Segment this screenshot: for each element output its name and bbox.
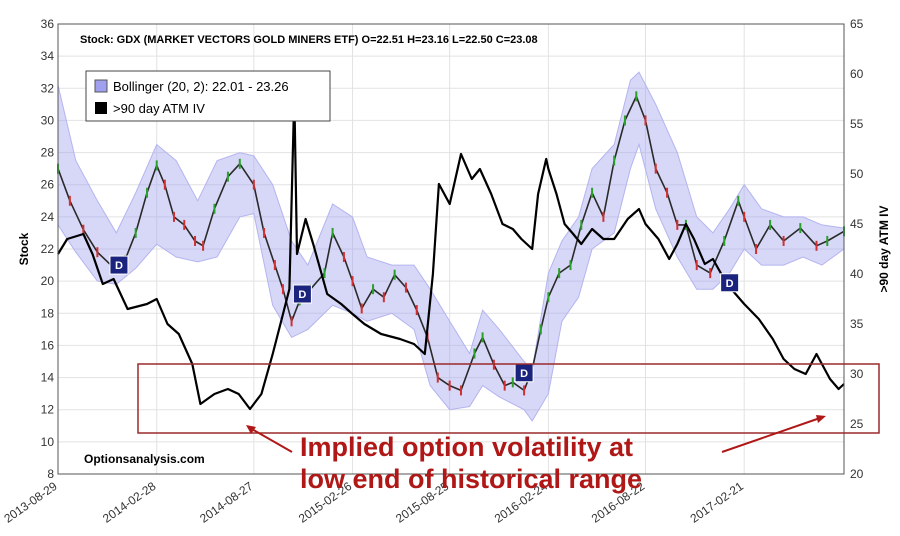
x-tick-label: 2017-02-21 bbox=[688, 479, 747, 526]
annotation-arrowhead-left bbox=[246, 425, 256, 434]
y-tick-label: 18 bbox=[41, 306, 55, 320]
iv-layer bbox=[57, 92, 845, 411]
annotation-box bbox=[137, 363, 880, 434]
price-line bbox=[57, 95, 845, 392]
y-tick-label: 14 bbox=[41, 371, 55, 385]
event-marker bbox=[109, 255, 129, 275]
y-tick-label: 24 bbox=[41, 210, 55, 224]
legend-label-bollinger: Bollinger (20, 2): 22.01 - 23.26 bbox=[113, 79, 289, 94]
annotation-arrow-right bbox=[721, 417, 821, 453]
y2-tick-label: 30 bbox=[850, 367, 864, 381]
y-tick-label: 12 bbox=[41, 403, 55, 417]
event-marker-label: D bbox=[520, 368, 528, 380]
y2-tick-label: 65 bbox=[850, 17, 864, 31]
annotation-arrowhead-right bbox=[816, 415, 826, 423]
legend-swatch-iv bbox=[95, 102, 107, 114]
y-tick-label: 32 bbox=[41, 81, 55, 95]
event-marker bbox=[720, 273, 740, 293]
y-tick-label: 20 bbox=[41, 274, 55, 288]
y-tick-label: 8 bbox=[47, 467, 54, 481]
y2-tick-label: 25 bbox=[850, 417, 864, 431]
markers-layer: D D D D bbox=[109, 255, 740, 383]
y2-tick-label: 40 bbox=[850, 267, 864, 281]
watermark: Optionsanalysis.com bbox=[84, 452, 205, 466]
y2-tick-label: 55 bbox=[850, 117, 864, 131]
bollinger-band bbox=[57, 71, 845, 422]
y-tick-label: 16 bbox=[41, 338, 55, 352]
y2-tick-label: 35 bbox=[850, 317, 864, 331]
x-tick-label: 2014-02-28 bbox=[100, 479, 159, 526]
legend-swatch-bollinger bbox=[94, 79, 108, 93]
y-tick-label: 26 bbox=[41, 178, 55, 192]
y-tick-label: 22 bbox=[41, 242, 55, 256]
y-axis-title: Stock bbox=[17, 232, 31, 265]
annotation-line-2: low end of historical range bbox=[300, 464, 642, 494]
chart-header: Stock: GDX (MARKET VECTORS GOLD MINERS E… bbox=[80, 34, 538, 46]
bollinger-band-layer bbox=[57, 71, 845, 422]
event-marker bbox=[292, 284, 312, 304]
legend-label-iv: >90 day ATM IV bbox=[113, 101, 205, 116]
y-tick-label: 10 bbox=[41, 435, 55, 449]
y2-tick-label: 50 bbox=[850, 167, 864, 181]
annotation-arrow-left bbox=[249, 427, 293, 453]
event-marker-label: D bbox=[298, 289, 306, 301]
annotation-line-1: Implied option volatility at bbox=[300, 432, 633, 462]
iv-line bbox=[57, 92, 845, 411]
y-tick-label: 30 bbox=[41, 113, 55, 127]
y2-tick-label: 60 bbox=[850, 67, 864, 81]
y2-axis-title: >90 day ATM IV bbox=[877, 205, 891, 292]
x-tick-label: 2014-08-27 bbox=[197, 479, 256, 526]
y-tick-label: 34 bbox=[41, 49, 55, 63]
y2-tick-label: 20 bbox=[850, 467, 864, 481]
right-axis-ticks: 20 25 30 35 40 45 50 55 60 65 bbox=[850, 17, 864, 481]
plot-frame bbox=[57, 23, 845, 475]
legend-box bbox=[85, 70, 331, 122]
event-marker-label: D bbox=[726, 278, 734, 290]
y-tick-label: 36 bbox=[41, 17, 55, 31]
legend: Bollinger (20, 2): 22.01 - 23.26 >90 day… bbox=[85, 70, 331, 122]
y-tick-label: 28 bbox=[41, 146, 55, 160]
x-tick-label: 2013-08-29 bbox=[1, 479, 60, 526]
y2-tick-label: 45 bbox=[850, 217, 864, 231]
event-marker-label: D bbox=[115, 260, 123, 272]
left-axis-ticks: 8 10 12 14 16 18 20 22 24 26 28 30 32 34 36 bbox=[41, 17, 55, 481]
